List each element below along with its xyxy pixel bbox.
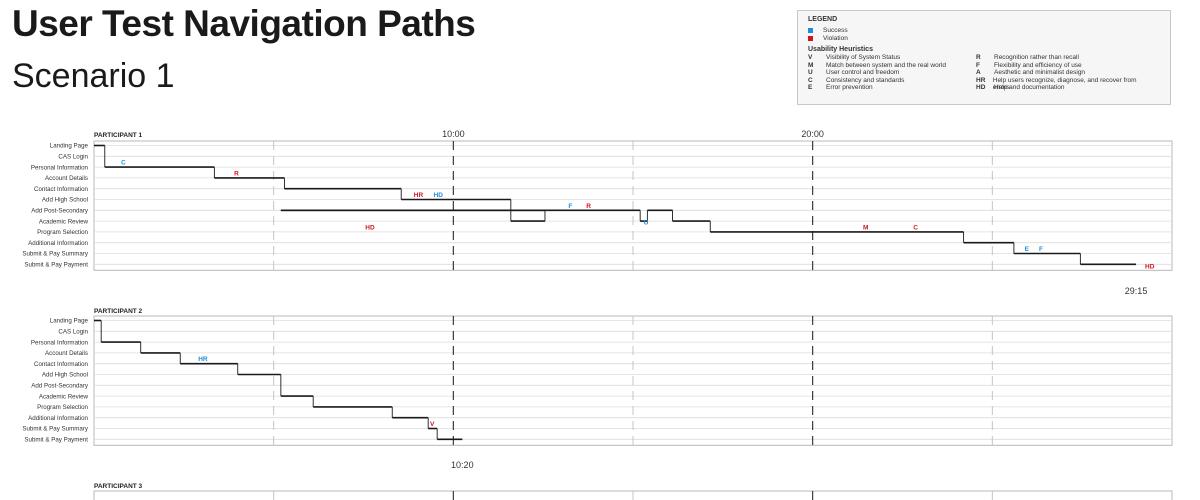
legend-success-label: Success — [823, 26, 848, 34]
legend-heading: LEGEND — [808, 16, 838, 23]
heuristic-code: C — [808, 76, 813, 84]
heuristic-annotation: HD — [365, 224, 375, 231]
heuristic-annotation: HD — [1145, 263, 1155, 270]
heuristic-item: U User control and freedom — [808, 69, 976, 77]
heuristic-item: HR Help users recognize, diagnose, and re… — [976, 76, 1144, 92]
heuristic-label: Visibility of System Status — [826, 54, 901, 61]
time-tick-label: 20:00 — [801, 129, 824, 139]
page-label: Submit & Pay Summary — [22, 251, 89, 258]
heuristic-code: E — [808, 84, 813, 91]
participant-title: PARTICIPANT 3 — [94, 483, 143, 490]
heuristics-list: V Visibility of System Status M Match betw… — [808, 54, 1160, 92]
page-label: CAS Login — [58, 154, 88, 161]
legend-violation: Violation — [808, 34, 1160, 42]
page-label: Submit & Pay Payment — [24, 262, 88, 269]
page-label: CAS Login — [58, 329, 88, 336]
legend-violation-label: Violation — [823, 34, 848, 42]
success-swatch-icon — [808, 27, 813, 33]
page-label: Additional Information — [28, 240, 88, 247]
page-label: Additional Information — [28, 415, 88, 422]
heuristic-code: V — [808, 54, 813, 61]
heuristic-annotation: U — [644, 220, 649, 227]
heuristic-item: R Recognition rather than recall — [976, 54, 1144, 62]
heuristic-annotation: F — [1039, 246, 1043, 253]
heuristic-label: Flexibility and efficiency of use — [994, 61, 1082, 69]
heuristic-annotation: HR — [198, 356, 208, 363]
heuristic-item: HD Help and documentation — [976, 84, 1144, 92]
heuristic-annotation: E — [1025, 246, 1030, 253]
page-subtitle: Scenario 1 — [12, 57, 175, 95]
heuristic-item: F Flexibility and efficiency of use — [976, 62, 1144, 70]
page-label: Landing Page — [50, 318, 89, 325]
heuristic-annotation: C — [913, 224, 918, 231]
page-label: Account Details — [45, 350, 88, 357]
page-label: Personal Information — [31, 339, 89, 346]
heuristic-item: M Match between system and the real world — [808, 62, 976, 70]
page-label: Add Post-Secondary — [31, 383, 89, 390]
heuristic-code: F — [976, 61, 980, 69]
heuristic-label: Recognition rather than recall — [994, 54, 1079, 61]
page-label: Account Details — [45, 175, 88, 182]
heuristic-label: User control and freedom — [826, 69, 900, 76]
heuristic-item: E Error prevention — [808, 84, 976, 92]
heuristic-label: Match between system and the real world — [826, 61, 946, 69]
page-label: Submit & Pay Payment — [24, 437, 88, 444]
heuristic-item: V Visibility of System Status — [808, 54, 976, 62]
heuristic-annotation: C — [121, 160, 126, 167]
heuristic-annotation: HD — [434, 192, 444, 199]
heuristic-annotation: R — [586, 203, 591, 210]
heuristic-label: Consistency and standards — [826, 76, 905, 84]
heuristic-annotation: V — [430, 421, 435, 428]
page-label: Personal Information — [31, 164, 89, 171]
heuristic-code: M — [808, 61, 814, 69]
page-label: Academic Review — [39, 218, 89, 225]
heuristic-item: C Consistency and standards — [808, 77, 976, 85]
heuristic-label: Error prevention — [826, 84, 873, 91]
heuristic-annotation: M — [863, 224, 868, 231]
end-time-label: 29:15 — [1125, 286, 1148, 296]
page-label: Program Selection — [37, 404, 88, 411]
heuristic-annotation: R — [234, 170, 239, 177]
heuristic-code: HR — [976, 76, 986, 84]
page-label: Contact Information — [34, 186, 89, 193]
participant-title: PARTICIPANT 1 — [94, 132, 143, 139]
heuristic-annotation: HR — [414, 192, 424, 199]
legend-box: LEGEND Success Violation Usability Heuri… — [797, 10, 1171, 105]
heuristics-column-left: V Visibility of System Status M Match betw… — [808, 54, 976, 92]
heuristic-code: R — [976, 54, 981, 61]
heuristic-code: A — [976, 69, 981, 76]
page-label: Add High School — [42, 372, 88, 379]
heuristic-code: HD — [976, 84, 986, 91]
page-label: Program Selection — [37, 229, 88, 236]
end-time-label: 10:20 — [451, 460, 474, 470]
participant-title: PARTICIPANT 2 — [94, 308, 143, 315]
page-label: Add High School — [42, 197, 88, 204]
heuristics-heading: Usability Heuristics — [808, 46, 873, 53]
heuristic-item: A Aesthetic and minimalist design — [976, 69, 1144, 77]
heuristic-label: Aesthetic and minimalist design — [994, 69, 1086, 76]
time-tick-label: 10:00 — [442, 129, 465, 139]
page-label: Add Post-Secondary — [31, 208, 89, 215]
violation-swatch-icon — [808, 35, 813, 41]
heuristic-code: U — [808, 69, 813, 76]
page-label: Academic Review — [39, 393, 89, 400]
heuristic-label: Help users recognize, diagnose, and reco… — [992, 76, 1137, 92]
heuristic-annotation: F — [568, 203, 572, 210]
legend-success: Success — [808, 26, 1160, 34]
heuristic-label: Help and documentation — [994, 84, 1065, 91]
heuristics-column-right: R Recognition rather than recall F Flexibi… — [976, 54, 1144, 92]
page-label: Contact Information — [34, 361, 89, 368]
page-label: Submit & Pay Summary — [22, 426, 89, 433]
page-label: Landing Page — [50, 143, 89, 150]
page-title: User Test Navigation Paths — [12, 3, 476, 44]
